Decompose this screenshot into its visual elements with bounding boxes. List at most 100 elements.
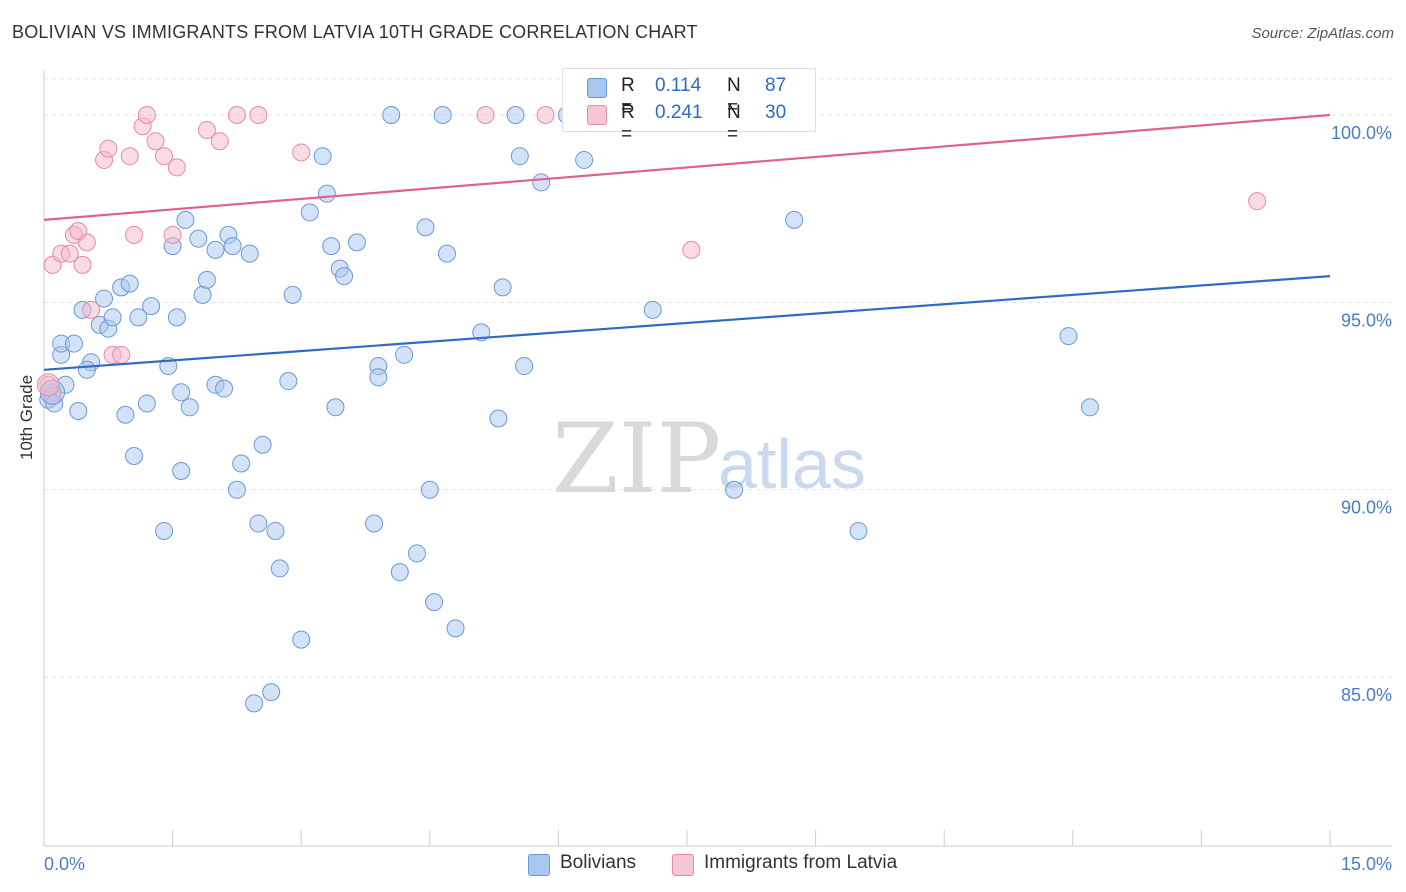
point-bolivians	[407, 544, 426, 563]
point-bolivians	[1059, 327, 1078, 346]
point-bolivians	[335, 267, 354, 286]
point-bolivians	[510, 147, 529, 166]
point-latvia	[120, 147, 139, 166]
point-bolivians	[326, 398, 345, 417]
point-bolivians	[120, 274, 139, 293]
point-latvia	[167, 158, 186, 177]
chart-title: BOLIVIAN VS IMMIGRANTS FROM LATVIA 10TH …	[12, 22, 698, 42]
point-bolivians	[322, 237, 341, 256]
point-bolivians	[270, 559, 289, 578]
bottom-legend-label-bolivians: Bolivians	[560, 852, 637, 873]
point-bolivians	[347, 233, 366, 252]
point-bolivians	[77, 360, 96, 379]
point-bolivians	[416, 218, 435, 237]
point-bolivians	[365, 514, 384, 533]
bottom-legend-label-latvia: Immigrants from Latvia	[704, 852, 898, 873]
point-bolivians	[245, 694, 264, 713]
watermark: ZIP atlas	[552, 403, 866, 515]
point-bolivians	[266, 521, 285, 540]
point-latvia	[536, 105, 555, 124]
point-bolivians	[223, 237, 242, 256]
point-latvia	[99, 139, 118, 158]
x-tick-label-min: 0.0%	[44, 854, 85, 874]
point-bolivians	[849, 521, 868, 540]
point-bolivians	[532, 173, 551, 192]
point-bolivians	[489, 409, 508, 428]
point-latvia	[682, 240, 701, 259]
point-bolivians	[240, 244, 259, 263]
point-bolivians	[253, 435, 272, 454]
point-bolivians	[437, 244, 456, 263]
point-bolivians	[317, 184, 336, 203]
legend-n-label: N =	[727, 102, 741, 145]
point-bolivians	[575, 150, 594, 169]
point-bolivians	[382, 105, 401, 124]
y-tick-label: 90.0%	[1341, 498, 1392, 518]
point-bolivians	[433, 105, 452, 124]
point-bolivians	[283, 285, 302, 304]
point-latvia	[197, 120, 216, 139]
point-bolivians	[189, 229, 208, 248]
point-bolivians	[137, 394, 156, 413]
point-bolivians	[1080, 398, 1099, 417]
legend-r-label: R =	[621, 75, 635, 118]
point-latvia	[60, 244, 79, 263]
point-latvia-cluster	[36, 373, 60, 397]
point-latvia	[227, 105, 246, 124]
point-bolivians	[369, 368, 388, 387]
point-latvia	[125, 225, 144, 244]
point-bolivians	[129, 308, 148, 327]
data-points	[36, 105, 1267, 713]
point-bolivians	[785, 210, 804, 229]
legend-n-value-bolivians: 87	[765, 75, 787, 96]
point-bolivians	[643, 300, 662, 319]
legend-swatch-latvia	[587, 105, 607, 125]
point-latvia	[210, 132, 229, 151]
point-bolivians	[390, 563, 409, 582]
trend-lines	[43, 113, 1331, 371]
point-bolivians	[206, 240, 225, 259]
point-latvia	[137, 105, 156, 124]
legend-swatch-bolivians	[587, 78, 607, 98]
point-bolivians	[262, 683, 281, 702]
point-latvia	[82, 300, 101, 319]
point-latvia	[146, 132, 165, 151]
watermark-zip: ZIP	[552, 403, 721, 515]
point-latvia	[112, 345, 131, 364]
tick-labels: 85.0% 90.0% 95.0% 100.0% 0.0% 15.0%	[44, 123, 1392, 874]
point-bolivians	[215, 379, 234, 398]
point-bolivians	[425, 593, 444, 612]
bottom-legend-swatch-bolivians	[528, 854, 550, 876]
point-bolivians	[65, 334, 84, 353]
point-bolivians	[446, 619, 465, 638]
point-bolivians	[193, 285, 212, 304]
point-bolivians	[506, 105, 525, 124]
axes	[43, 70, 1392, 847]
point-bolivians	[167, 308, 186, 327]
point-bolivians	[232, 454, 251, 473]
y-tick-label: 85.0%	[1341, 685, 1392, 705]
point-latvia	[292, 143, 311, 162]
point-latvia	[155, 147, 174, 166]
chart-source: Source: ZipAtlas.com	[1251, 25, 1394, 42]
point-bolivians	[116, 405, 135, 424]
point-bolivians	[69, 402, 88, 421]
gridlines	[44, 78, 1392, 678]
point-bolivians	[515, 357, 534, 376]
point-latvia	[1248, 192, 1267, 211]
point-bolivians	[142, 297, 161, 316]
point-latvia	[476, 105, 495, 124]
point-bolivians	[172, 461, 191, 480]
point-bolivians	[279, 372, 298, 391]
trend-line-bolivians	[43, 275, 1331, 371]
point-latvia	[73, 255, 92, 274]
point-bolivians	[103, 308, 122, 327]
trend-line-latvia	[43, 113, 1331, 221]
point-bolivians	[155, 521, 174, 540]
point-latvia	[163, 225, 182, 244]
bottom-legend-swatch-latvia	[672, 854, 694, 876]
legend-n-label: N =	[727, 75, 741, 118]
point-bolivians	[249, 514, 268, 533]
point-bolivians	[420, 480, 439, 499]
